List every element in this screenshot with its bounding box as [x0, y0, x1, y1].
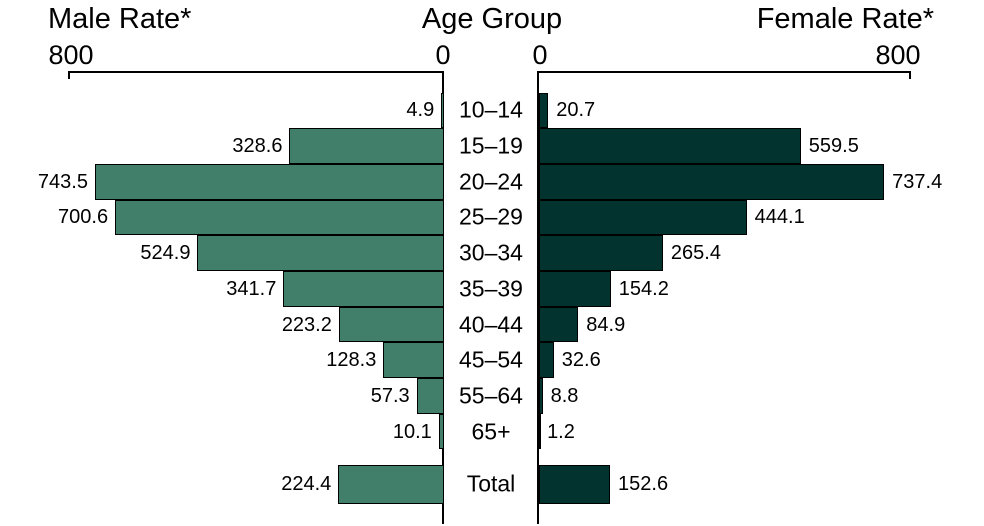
age-group-label-55-64: 55–64	[459, 382, 523, 409]
male-value-label-10-14: 4.9	[406, 99, 435, 122]
age-group-title: Age Group	[421, 3, 563, 35]
female-bar-35-39	[538, 271, 611, 307]
age-group-label-30-34: 30–34	[459, 239, 523, 266]
age-group-label-20-24: 20–24	[459, 168, 523, 195]
age-group-label-35-39: 35–39	[459, 275, 523, 302]
male-value-label-65: 10.1	[392, 420, 432, 443]
age-group-label-10-14: 10–14	[459, 96, 523, 123]
age-group-label-total: Total	[466, 470, 516, 497]
female-value-label-55-64: 8.8	[550, 384, 579, 407]
male-bar-35-39	[283, 271, 444, 307]
female-bar-20-24	[538, 163, 885, 200]
male-bar-40-44	[338, 306, 444, 343]
male-axis-zero-label: 0	[435, 40, 451, 70]
female-value-label-40-44: 84.9	[586, 313, 626, 336]
female-value-label-15-19: 559.5	[808, 135, 859, 158]
female-axis-line	[538, 71, 911, 73]
female-bar-10-14	[538, 92, 549, 129]
male-axis-title: Male Rate*	[48, 3, 192, 35]
male-value-label-35-39: 341.7	[226, 277, 277, 300]
female-bar-65	[538, 413, 541, 450]
female-axis-title: Female Rate*	[756, 3, 934, 35]
female-value-label-20-24: 737.4	[892, 170, 943, 193]
female-axis-zero-label: 0	[532, 40, 548, 70]
female-bar-55-64	[538, 378, 543, 414]
male-axis-max-label: 800	[48, 40, 94, 70]
male-bar-total	[338, 464, 444, 504]
male-bar-65	[438, 413, 444, 450]
female-bar-45-54	[538, 342, 554, 379]
male-bar-45-54	[383, 342, 444, 379]
female-axis-max-label: 800	[875, 40, 921, 70]
male-value-label-25-29: 700.6	[58, 206, 109, 229]
male-bar-55-64	[416, 378, 444, 414]
age-group-label-25-29: 25–29	[459, 203, 523, 230]
male-bar-30-34	[197, 235, 444, 271]
female-bar-25-29	[538, 199, 747, 236]
male-value-label-total: 224.4	[281, 473, 332, 495]
female-bar-30-34	[538, 235, 663, 271]
age-group-label-45-54: 45–54	[459, 346, 523, 373]
age-group-label-65: 65+	[471, 418, 511, 445]
male-value-label-40-44: 223.2	[281, 313, 332, 336]
female-zero-baseline	[537, 71, 539, 524]
male-value-label-55-64: 57.3	[370, 384, 410, 407]
female-value-label-30-34: 265.4	[670, 242, 721, 265]
male-value-label-15-19: 328.6	[232, 135, 283, 158]
female-value-label-65: 1.2	[547, 420, 575, 443]
female-value-label-45-54: 32.6	[561, 349, 601, 372]
female-bar-15-19	[538, 128, 801, 164]
male-axis-line	[68, 71, 444, 73]
male-bar-25-29	[115, 199, 444, 236]
male-axis-end-tick	[68, 71, 70, 79]
male-value-label-45-54: 128.3	[326, 349, 377, 372]
age-group-label-40-44: 40–44	[459, 311, 523, 338]
male-bar-20-24	[94, 163, 444, 200]
female-value-label-total: 152.6	[618, 473, 669, 495]
female-value-label-35-39: 154.2	[618, 277, 669, 300]
male-bar-15-19	[289, 128, 444, 164]
male-value-label-20-24: 743.5	[37, 170, 88, 193]
age-group-label-15-19: 15–19	[459, 132, 523, 159]
female-bar-40-44	[538, 306, 579, 343]
female-value-label-10-14: 20.7	[556, 99, 596, 122]
male-bar-10-14	[441, 92, 444, 129]
female-axis-end-tick	[909, 71, 911, 79]
female-bar-total	[538, 464, 611, 504]
male-value-label-30-34: 524.9	[140, 242, 191, 265]
female-value-label-25-29: 444.1	[754, 206, 805, 229]
